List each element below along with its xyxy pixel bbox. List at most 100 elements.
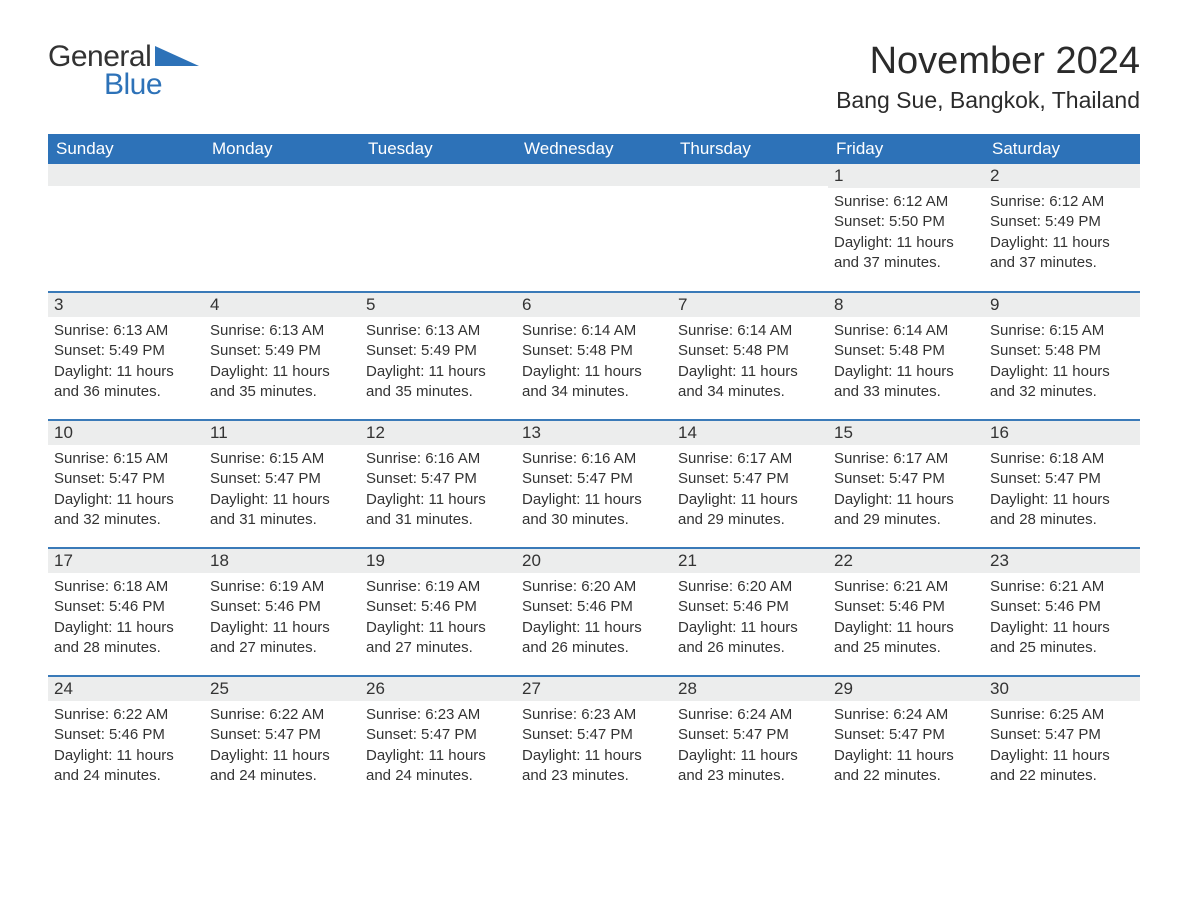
- daylight-line: Daylight: 11 hours and 24 minutes.: [54, 746, 198, 787]
- sunrise-line: Sunrise: 6:21 AM: [990, 577, 1134, 597]
- day-number: 16: [984, 421, 1140, 445]
- day-number: 15: [828, 421, 984, 445]
- sunset-line: Sunset: 5:47 PM: [678, 725, 822, 745]
- sunrise-line: Sunrise: 6:12 AM: [834, 192, 978, 212]
- logo: General Blue: [48, 40, 199, 102]
- daylight-line: Daylight: 11 hours and 26 minutes.: [678, 618, 822, 659]
- logo-triangle-icon: [155, 46, 199, 66]
- calendar-day-cell: 23 Sunrise: 6:21 AMSunset: 5:46 PMDayligh…: [984, 548, 1140, 676]
- sunrise-line: Sunrise: 6:15 AM: [990, 321, 1134, 341]
- calendar-day-cell: 28Sunrise: 6:24 AMSunset: 5:47 PMDayligh…: [672, 676, 828, 804]
- weekday-header: Tuesday: [360, 134, 516, 164]
- calendar-day-cell: 29Sunrise: 6:24 AMSunset: 5:47 PMDayligh…: [828, 676, 984, 804]
- day-number: 20: [516, 549, 672, 573]
- day-number: 24: [48, 677, 204, 701]
- day-number: 22: [828, 549, 984, 573]
- day-number: 29: [828, 677, 984, 701]
- daylight-line: Daylight: 11 hours and 34 minutes.: [678, 362, 822, 403]
- sunset-line: Sunset: 5:49 PM: [990, 212, 1134, 232]
- calendar-day-cell: 18Sunrise: 6:19 AMSunset: 5:46 PMDayligh…: [204, 548, 360, 676]
- sunrise-line: Sunrise: 6:16 AM: [366, 449, 510, 469]
- day-number: 27: [516, 677, 672, 701]
- day-details: Sunrise: 6:20 AMSunset: 5:46 PMDaylight:…: [516, 573, 672, 666]
- daylight-line: Daylight: 11 hours and 35 minutes.: [210, 362, 354, 403]
- calendar-day-cell: 16Sunrise: 6:18 AMSunset: 5:47 PMDayligh…: [984, 420, 1140, 548]
- sunrise-line: Sunrise: 6:23 AM: [366, 705, 510, 725]
- calendar-day-cell: 10Sunrise: 6:15 AMSunset: 5:47 PMDayligh…: [48, 420, 204, 548]
- sunset-line: Sunset: 5:46 PM: [990, 597, 1134, 617]
- day-number: 21: [672, 549, 828, 573]
- day-details: Sunrise: 6:19 AMSunset: 5:46 PMDaylight:…: [204, 573, 360, 666]
- sunrise-line: Sunrise: 6:22 AM: [54, 705, 198, 725]
- calendar-day-cell: 25Sunrise: 6:22 AMSunset: 5:47 PMDayligh…: [204, 676, 360, 804]
- sunset-line: Sunset: 5:49 PM: [366, 341, 510, 361]
- calendar-day-cell: 3Sunrise: 6:13 AMSunset: 5:49 PMDaylight…: [48, 292, 204, 420]
- daylight-line: Daylight: 11 hours and 24 minutes.: [210, 746, 354, 787]
- daylight-line: Daylight: 11 hours and 33 minutes.: [834, 362, 978, 403]
- empty-day-number: [48, 164, 204, 186]
- daylight-line: Daylight: 11 hours and 25 minutes.: [834, 618, 978, 659]
- day-details: Sunrise: 6:19 AMSunset: 5:46 PMDaylight:…: [360, 573, 516, 666]
- sunrise-line: Sunrise: 6:13 AM: [54, 321, 198, 341]
- day-details: Sunrise: 6:13 AMSunset: 5:49 PMDaylight:…: [360, 317, 516, 410]
- calendar-day-cell: 21Sunrise: 6:20 AMSunset: 5:46 PMDayligh…: [672, 548, 828, 676]
- daylight-line: Daylight: 11 hours and 22 minutes.: [834, 746, 978, 787]
- calendar-day-cell: 14Sunrise: 6:17 AMSunset: 5:47 PMDayligh…: [672, 420, 828, 548]
- sunset-line: Sunset: 5:48 PM: [834, 341, 978, 361]
- weekday-header: Saturday: [984, 134, 1140, 164]
- calendar-week-row: 3Sunrise: 6:13 AMSunset: 5:49 PMDaylight…: [48, 292, 1140, 420]
- day-number: 30: [984, 677, 1140, 701]
- calendar-day-cell: 6Sunrise: 6:14 AMSunset: 5:48 PMDaylight…: [516, 292, 672, 420]
- day-details: Sunrise: 6:14 AMSunset: 5:48 PMDaylight:…: [672, 317, 828, 410]
- sunrise-line: Sunrise: 6:20 AM: [522, 577, 666, 597]
- sunset-line: Sunset: 5:47 PM: [834, 469, 978, 489]
- sunset-line: Sunset: 5:46 PM: [210, 597, 354, 617]
- calendar-week-row: 1Sunrise: 6:12 AMSunset: 5:50 PMDaylight…: [48, 164, 1140, 292]
- weekday-header: Monday: [204, 134, 360, 164]
- sunset-line: Sunset: 5:47 PM: [54, 469, 198, 489]
- day-details: Sunrise: 6:16 AMSunset: 5:47 PMDaylight:…: [516, 445, 672, 538]
- daylight-line: Daylight: 11 hours and 28 minutes.: [54, 618, 198, 659]
- sunset-line: Sunset: 5:47 PM: [990, 725, 1134, 745]
- daylight-line: Daylight: 11 hours and 22 minutes.: [990, 746, 1134, 787]
- sunrise-line: Sunrise: 6:13 AM: [366, 321, 510, 341]
- daylight-line: Daylight: 11 hours and 31 minutes.: [210, 490, 354, 531]
- daylight-line: Daylight: 11 hours and 32 minutes.: [990, 362, 1134, 403]
- daylight-line: Daylight: 11 hours and 37 minutes.: [834, 233, 978, 274]
- daylight-line: Daylight: 11 hours and 26 minutes.: [522, 618, 666, 659]
- day-number: 5: [360, 293, 516, 317]
- day-number: 26: [360, 677, 516, 701]
- day-details: Sunrise: 6:14 AMSunset: 5:48 PMDaylight:…: [516, 317, 672, 410]
- weekday-header-row: Sunday Monday Tuesday Wednesday Thursday…: [48, 134, 1140, 164]
- calendar-day-cell: [672, 164, 828, 292]
- sunrise-line: Sunrise: 6:15 AM: [54, 449, 198, 469]
- sunset-line: Sunset: 5:47 PM: [522, 469, 666, 489]
- day-details: Sunrise: 6:16 AMSunset: 5:47 PMDaylight:…: [360, 445, 516, 538]
- day-number: 12: [360, 421, 516, 445]
- empty-day-number: [516, 164, 672, 186]
- calendar-day-cell: 4Sunrise: 6:13 AMSunset: 5:49 PMDaylight…: [204, 292, 360, 420]
- calendar-day-cell: 9Sunrise: 6:15 AMSunset: 5:48 PMDaylight…: [984, 292, 1140, 420]
- sunset-line: Sunset: 5:47 PM: [678, 469, 822, 489]
- sunrise-line: Sunrise: 6:15 AM: [210, 449, 354, 469]
- calendar-day-cell: 22Sunrise: 6:21 AMSunset: 5:46 PMDayligh…: [828, 548, 984, 676]
- sunrise-line: Sunrise: 6:17 AM: [678, 449, 822, 469]
- title-block: November 2024 Bang Sue, Bangkok, Thailan…: [836, 40, 1140, 126]
- calendar-week-row: 17Sunrise: 6:18 AMSunset: 5:46 PMDayligh…: [48, 548, 1140, 676]
- daylight-line: Daylight: 11 hours and 35 minutes.: [366, 362, 510, 403]
- day-number: 10: [48, 421, 204, 445]
- sunset-line: Sunset: 5:47 PM: [990, 469, 1134, 489]
- weekday-header: Thursday: [672, 134, 828, 164]
- day-details: Sunrise: 6:12 AMSunset: 5:49 PMDaylight:…: [984, 188, 1140, 281]
- daylight-line: Daylight: 11 hours and 25 minutes.: [990, 618, 1134, 659]
- calendar-day-cell: 12Sunrise: 6:16 AMSunset: 5:47 PMDayligh…: [360, 420, 516, 548]
- day-details: Sunrise: 6:15 AMSunset: 5:47 PMDaylight:…: [48, 445, 204, 538]
- day-number: 7: [672, 293, 828, 317]
- day-details: Sunrise: 6:22 AMSunset: 5:47 PMDaylight:…: [204, 701, 360, 794]
- day-number: 23: [984, 549, 1140, 573]
- calendar-day-cell: 7Sunrise: 6:14 AMSunset: 5:48 PMDaylight…: [672, 292, 828, 420]
- calendar-day-cell: [48, 164, 204, 292]
- sunset-line: Sunset: 5:46 PM: [522, 597, 666, 617]
- day-details: Sunrise: 6:22 AMSunset: 5:46 PMDaylight:…: [48, 701, 204, 794]
- logo-text-blue: Blue: [104, 68, 199, 102]
